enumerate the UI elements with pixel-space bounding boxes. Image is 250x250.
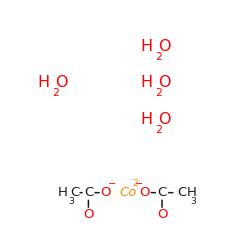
Text: O: O (158, 39, 170, 54)
Text: C: C (84, 186, 93, 199)
Text: −: − (108, 179, 116, 189)
Text: O: O (139, 186, 150, 199)
Text: 2: 2 (155, 88, 162, 98)
Text: H: H (38, 76, 50, 90)
Text: O: O (83, 208, 94, 221)
Text: H: H (58, 186, 68, 199)
Text: 2: 2 (52, 88, 59, 98)
Text: O: O (100, 186, 111, 199)
Text: 3: 3 (190, 198, 196, 206)
Text: −: − (135, 179, 143, 189)
Text: Co: Co (120, 186, 137, 199)
Text: O: O (157, 208, 167, 221)
Text: H: H (140, 112, 152, 127)
Text: 2: 2 (155, 52, 162, 62)
Text: C: C (178, 186, 187, 199)
Text: O: O (158, 76, 170, 90)
Text: C: C (158, 186, 167, 199)
Text: C: C (70, 186, 80, 199)
Text: H: H (187, 186, 196, 199)
Text: O: O (158, 112, 170, 127)
Text: H: H (140, 39, 152, 54)
Text: O: O (55, 76, 68, 90)
Text: H: H (140, 76, 152, 90)
Text: 2: 2 (155, 125, 162, 135)
Text: 3: 3 (68, 198, 74, 206)
Text: 2: 2 (132, 180, 138, 188)
